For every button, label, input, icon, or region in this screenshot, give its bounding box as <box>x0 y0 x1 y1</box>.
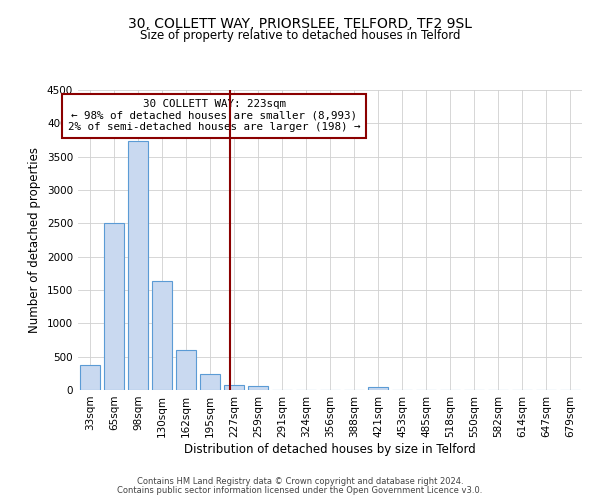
Bar <box>200 374 220 390</box>
Text: Contains public sector information licensed under the Open Government Licence v3: Contains public sector information licen… <box>118 486 482 495</box>
Bar <box>80 364 100 390</box>
Text: Size of property relative to detached houses in Telford: Size of property relative to detached ho… <box>140 29 460 42</box>
Text: 30 COLLETT WAY: 223sqm
← 98% of detached houses are smaller (8,993)
2% of semi-d: 30 COLLETT WAY: 223sqm ← 98% of detached… <box>68 99 361 132</box>
Bar <box>176 350 196 390</box>
Bar <box>248 386 268 390</box>
Text: Contains HM Land Registry data © Crown copyright and database right 2024.: Contains HM Land Registry data © Crown c… <box>137 477 463 486</box>
Bar <box>128 142 148 390</box>
Bar <box>152 280 172 390</box>
Bar <box>104 224 124 390</box>
Bar <box>368 387 388 390</box>
Y-axis label: Number of detached properties: Number of detached properties <box>28 147 41 333</box>
Text: 30, COLLETT WAY, PRIORSLEE, TELFORD, TF2 9SL: 30, COLLETT WAY, PRIORSLEE, TELFORD, TF2… <box>128 18 472 32</box>
X-axis label: Distribution of detached houses by size in Telford: Distribution of detached houses by size … <box>184 442 476 456</box>
Bar <box>224 385 244 390</box>
